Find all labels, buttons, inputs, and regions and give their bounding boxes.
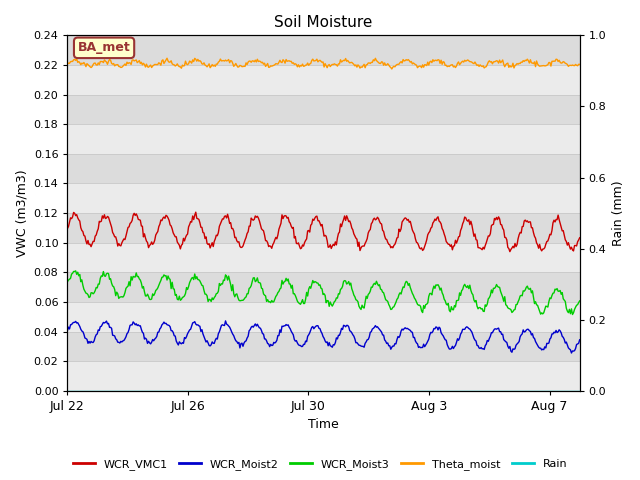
Bar <box>67 332 580 361</box>
Bar <box>67 95 580 124</box>
Bar <box>67 361 580 391</box>
Bar <box>67 302 580 332</box>
Bar <box>67 243 580 272</box>
X-axis label: Time: Time <box>308 419 339 432</box>
Legend: WCR_VMC1, WCR_Moist2, WCR_Moist3, Theta_moist, Rain: WCR_VMC1, WCR_Moist2, WCR_Moist3, Theta_… <box>68 455 572 474</box>
Y-axis label: VWC (m3/m3): VWC (m3/m3) <box>15 169 28 257</box>
Bar <box>67 213 580 243</box>
Text: BA_met: BA_met <box>77 41 131 54</box>
Bar <box>67 183 580 213</box>
Bar <box>67 124 580 154</box>
Bar <box>67 36 580 65</box>
Bar <box>67 154 580 183</box>
Title: Soil Moisture: Soil Moisture <box>275 15 372 30</box>
Y-axis label: Rain (mm): Rain (mm) <box>612 180 625 246</box>
Bar <box>67 272 580 302</box>
Bar <box>67 65 580 95</box>
